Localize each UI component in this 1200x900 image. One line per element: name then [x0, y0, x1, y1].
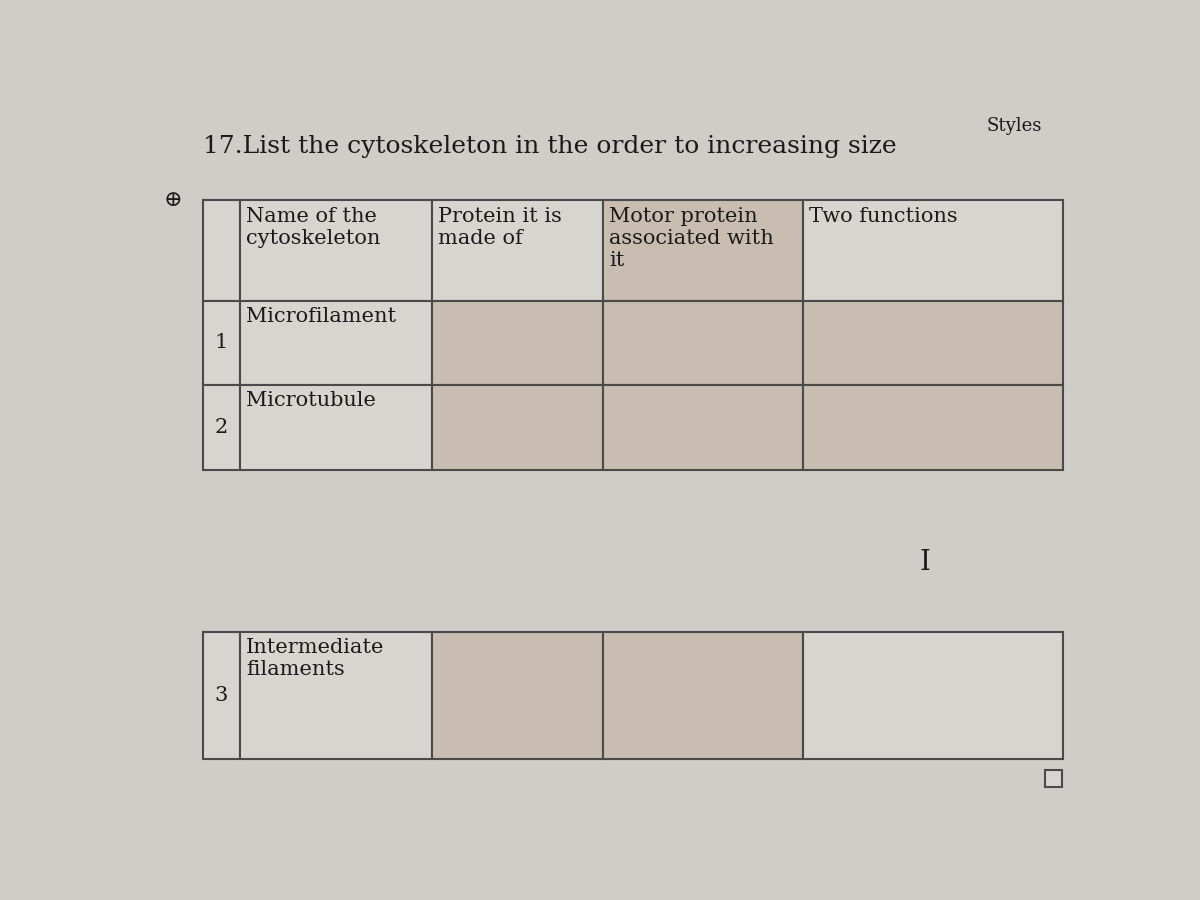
- Bar: [432, 385, 602, 470]
- Text: 3: 3: [215, 686, 228, 705]
- Bar: [803, 201, 1063, 301]
- Bar: [602, 385, 803, 470]
- Bar: [203, 201, 240, 301]
- Bar: [602, 201, 803, 301]
- Text: Two functions: Two functions: [809, 207, 958, 226]
- Bar: [602, 301, 803, 385]
- Bar: [240, 632, 432, 759]
- Bar: [602, 632, 803, 759]
- Text: Microfilament: Microfilament: [246, 307, 396, 326]
- Bar: [240, 301, 432, 385]
- Text: 1: 1: [215, 333, 228, 353]
- Bar: [1045, 770, 1062, 788]
- Text: Microtubule: Microtubule: [246, 392, 376, 410]
- Text: Intermediate
filaments: Intermediate filaments: [246, 638, 384, 679]
- Text: Name of the
cytoskeleton: Name of the cytoskeleton: [246, 207, 380, 248]
- Text: Styles: Styles: [986, 117, 1043, 135]
- Text: I: I: [919, 549, 930, 576]
- Text: Protein it is
made of: Protein it is made of: [438, 207, 562, 248]
- Bar: [432, 201, 602, 301]
- Bar: [803, 301, 1063, 385]
- Bar: [803, 632, 1063, 759]
- Bar: [803, 385, 1063, 470]
- Bar: [432, 301, 602, 385]
- Bar: [203, 385, 240, 470]
- Text: Motor protein
associated with
it: Motor protein associated with it: [608, 207, 774, 270]
- Bar: [240, 201, 432, 301]
- Bar: [432, 632, 602, 759]
- Bar: [240, 385, 432, 470]
- Bar: [203, 632, 240, 759]
- Text: ⊕: ⊕: [164, 189, 182, 211]
- Bar: [203, 301, 240, 385]
- Text: 2: 2: [215, 418, 228, 437]
- Text: 17.List the cytoskeleton in the order to increasing size: 17.List the cytoskeleton in the order to…: [203, 135, 896, 158]
